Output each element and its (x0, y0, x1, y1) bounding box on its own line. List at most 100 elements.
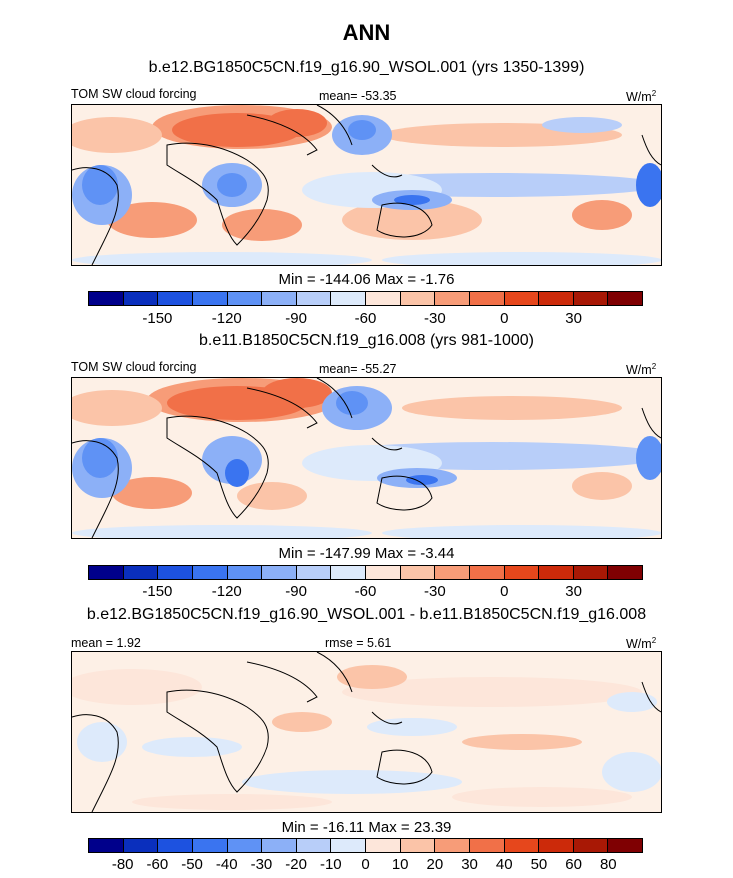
colorbar-swatch (435, 566, 470, 579)
colorbar-tick-label: -150 (142, 310, 173, 327)
colorbar-swatch (331, 292, 366, 305)
panel2-contour-field (72, 378, 661, 538)
colorbar-swatch (296, 839, 332, 852)
colorbar-tick-label: 60 (565, 856, 582, 873)
colorbar-tick-label: 50 (530, 856, 548, 873)
colorbar-tick-label: 30 (565, 583, 582, 600)
colorbar-swatch (400, 839, 436, 852)
panel1-mean-label: mean= -53.35 (319, 89, 397, 103)
colorbar-tick-label: -120 (211, 583, 242, 600)
colorbar-tick-label: 40 (495, 856, 513, 873)
colorbar-swatch (331, 566, 366, 579)
colorbar-tick-label: 20 (426, 856, 444, 873)
colorbar-swatch (227, 839, 263, 852)
colorbar-tick-label: 0 (500, 310, 509, 327)
colorbar-swatch (227, 292, 263, 305)
panel2-case-title: b.e11.B1850C5CN.f19_g16.008 (yrs 981-100… (198, 332, 535, 349)
colorbar-tick-label: -20 (285, 856, 307, 873)
panel2-units-label: W/m2 (626, 362, 657, 378)
colorbar-swatch (366, 839, 401, 852)
colorbar-swatch (608, 292, 642, 305)
colorbar-swatch (539, 292, 574, 305)
panel3-mean-label: mean = 1.92 (71, 636, 141, 650)
colorbar-swatch (539, 839, 574, 852)
colorbar-swatch (262, 839, 297, 852)
colorbar-swatch (504, 566, 540, 579)
panel3-rmse-label: rmse = 5.61 (325, 636, 392, 650)
panel3-case-title: b.e12.BG1850C5CN.f19_g16.90_WSOL.001 - b… (86, 606, 647, 623)
colorbar-swatch (435, 839, 470, 852)
colorbar-swatch (227, 566, 263, 579)
colorbar-swatch (469, 292, 505, 305)
colorbar-swatch (608, 839, 642, 852)
panel2-variable-label: TOM SW cloud forcing (71, 360, 197, 374)
panel1-colorbar-ticks: -150 -120 -90 -60 -30 0 30 (88, 310, 643, 328)
colorbar-tick-label: 30 (461, 856, 478, 873)
colorbar-swatch (539, 566, 574, 579)
colorbar-tick-label: -60 (354, 310, 377, 327)
colorbar-tick-label: -30 (424, 310, 446, 327)
colorbar-swatch (123, 566, 159, 579)
colorbar-tick-label: -60 (354, 583, 377, 600)
colorbar-swatch (89, 292, 124, 305)
colorbar-swatch (573, 566, 609, 579)
panel2-colorbar (88, 565, 643, 580)
colorbar-swatch (89, 566, 124, 579)
colorbar-swatch (573, 292, 609, 305)
colorbar-swatch (296, 292, 332, 305)
panel1-variable-label: TOM SW cloud forcing (71, 87, 197, 101)
colorbar-swatch (296, 566, 332, 579)
panel1-minmax: Min = -144.06 Max = -1.76 (278, 271, 455, 288)
colorbar-swatch (400, 566, 436, 579)
colorbar-swatch (504, 839, 540, 852)
colorbar-swatch (158, 839, 193, 852)
panel2-map (71, 377, 662, 539)
colorbar-swatch (192, 292, 228, 305)
colorbar-tick-label: 10 (391, 856, 409, 873)
colorbar-tick-label: 80 (599, 856, 617, 873)
colorbar-swatch (123, 292, 159, 305)
page-title: ANN (342, 20, 391, 45)
colorbar-swatch (469, 839, 505, 852)
panel3-minmax: Min = -16.11 Max = 23.39 (281, 819, 452, 836)
colorbar-tick-label: 0 (500, 583, 509, 600)
colorbar-tick-label: -60 (146, 856, 169, 873)
colorbar-tick-label: -30 (424, 583, 446, 600)
colorbar-swatch (366, 566, 401, 579)
colorbar-swatch (192, 839, 228, 852)
colorbar-swatch (504, 292, 540, 305)
panel1-map (71, 104, 662, 266)
panel3-contour-field (72, 652, 661, 812)
colorbar-tick-label: -90 (285, 310, 307, 327)
colorbar-swatch (262, 566, 297, 579)
colorbar-swatch (469, 566, 505, 579)
colorbar-swatch (331, 839, 366, 852)
colorbar-swatch (608, 566, 642, 579)
colorbar-tick-label: -120 (211, 310, 242, 327)
panel2-colorbar-ticks: -150 -120 -90 -60 -30 0 30 (88, 583, 643, 601)
colorbar-swatch (89, 839, 124, 852)
colorbar-swatch (192, 566, 228, 579)
colorbar-tick-label: -90 (285, 583, 307, 600)
panel1-colorbar (88, 291, 643, 306)
colorbar-swatch (573, 839, 609, 852)
colorbar-tick-label: -80 (111, 856, 134, 873)
colorbar-tick-label: -150 (142, 583, 173, 600)
colorbar-swatch (158, 566, 193, 579)
colorbar-swatch (400, 292, 436, 305)
panel1-case-title: b.e12.BG1850C5CN.f19_g16.90_WSOL.001 (yr… (148, 59, 585, 76)
panel1-units-label: W/m2 (626, 89, 657, 105)
panel3-units-label: W/m2 (626, 636, 657, 652)
colorbar-swatch (123, 839, 159, 852)
colorbar-tick-label: -30 (250, 856, 273, 873)
colorbar-tick-label: -10 (319, 856, 342, 873)
colorbar-tick-label: 30 (565, 310, 582, 327)
colorbar-tick-label: -50 (181, 856, 203, 873)
colorbar-tick-label: 0 (361, 856, 370, 873)
colorbar-swatch (158, 292, 193, 305)
colorbar-tick-label: -40 (215, 856, 238, 873)
panel2-minmax: Min = -147.99 Max = -3.44 (278, 545, 455, 562)
panel3-colorbar (88, 838, 643, 853)
panel3-colorbar-ticks: -80 -60 -50 -40 -30 -20 -10 0 10 20 30 40 50 60 80 (88, 856, 643, 874)
colorbar-swatch (366, 292, 401, 305)
